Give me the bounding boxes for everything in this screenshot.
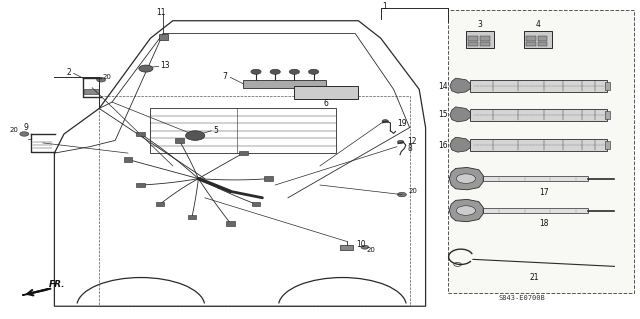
Text: 12: 12 — [408, 137, 417, 146]
Circle shape — [251, 69, 261, 74]
Text: 8: 8 — [408, 144, 412, 153]
Bar — [470, 80, 607, 92]
Polygon shape — [22, 289, 48, 295]
Circle shape — [186, 131, 205, 140]
Text: 18: 18 — [540, 219, 548, 228]
Polygon shape — [449, 199, 483, 222]
Bar — [483, 176, 588, 181]
Text: 1: 1 — [382, 2, 387, 11]
Bar — [99, 96, 410, 306]
Circle shape — [456, 174, 476, 183]
Circle shape — [20, 132, 29, 136]
Bar — [538, 42, 547, 46]
Text: 11: 11 — [157, 8, 166, 17]
Text: 20: 20 — [408, 189, 417, 194]
Polygon shape — [450, 137, 470, 152]
Text: 20: 20 — [366, 248, 375, 253]
Bar — [468, 42, 478, 46]
Circle shape — [361, 245, 369, 249]
Bar — [188, 215, 196, 219]
Text: 10: 10 — [356, 240, 366, 249]
Bar — [239, 151, 248, 155]
Text: FR.: FR. — [49, 280, 66, 289]
Text: 20: 20 — [102, 74, 111, 79]
Circle shape — [270, 69, 280, 74]
Bar — [605, 82, 610, 90]
Polygon shape — [450, 78, 470, 93]
Text: 19: 19 — [397, 119, 406, 128]
Circle shape — [397, 192, 406, 197]
Bar — [480, 42, 490, 46]
Text: 21: 21 — [530, 273, 539, 282]
Circle shape — [97, 78, 106, 82]
Text: 15: 15 — [438, 110, 448, 119]
Bar — [156, 202, 164, 206]
Text: 5: 5 — [213, 126, 218, 135]
Bar — [340, 245, 353, 250]
Text: 2: 2 — [67, 68, 72, 77]
Bar — [524, 31, 552, 48]
Text: 9: 9 — [23, 123, 28, 132]
Bar — [226, 221, 235, 226]
Bar — [252, 202, 260, 206]
Bar — [470, 139, 607, 151]
Bar — [480, 36, 490, 41]
Text: 17: 17 — [539, 188, 549, 197]
Text: 20: 20 — [9, 127, 18, 133]
Text: 4: 4 — [535, 20, 540, 29]
Bar — [605, 141, 610, 149]
Text: 6: 6 — [324, 99, 329, 108]
Polygon shape — [449, 167, 483, 190]
Bar — [605, 111, 610, 119]
Circle shape — [456, 206, 476, 215]
Bar — [124, 157, 132, 162]
Circle shape — [382, 120, 388, 123]
Bar — [294, 86, 358, 99]
Bar — [136, 132, 145, 136]
Bar — [264, 176, 273, 181]
Text: 3: 3 — [477, 20, 483, 29]
Bar — [526, 42, 536, 46]
Bar — [159, 34, 168, 40]
Text: 13: 13 — [160, 61, 170, 70]
Bar — [136, 183, 145, 187]
Bar — [468, 36, 478, 41]
Bar — [243, 80, 326, 88]
Bar — [150, 108, 336, 153]
Bar — [538, 36, 547, 41]
Circle shape — [289, 69, 300, 74]
Text: 7: 7 — [222, 72, 227, 81]
Bar — [175, 138, 184, 143]
Bar — [466, 31, 494, 48]
Circle shape — [308, 69, 319, 74]
Bar — [483, 208, 588, 213]
Bar — [448, 10, 634, 293]
Text: 16: 16 — [438, 141, 448, 150]
Bar — [84, 89, 99, 94]
Bar — [470, 109, 607, 121]
Bar — [526, 36, 536, 41]
Text: S843-E0700B: S843-E0700B — [498, 295, 545, 301]
Polygon shape — [450, 107, 470, 122]
Circle shape — [397, 140, 404, 144]
Text: 14: 14 — [438, 82, 448, 91]
Circle shape — [139, 65, 153, 72]
